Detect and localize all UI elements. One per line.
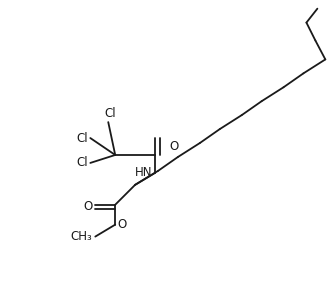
- Text: HN: HN: [135, 166, 152, 179]
- Text: Cl: Cl: [77, 132, 88, 145]
- Text: O: O: [83, 200, 92, 213]
- Text: O: O: [117, 218, 126, 231]
- Text: Cl: Cl: [77, 156, 88, 169]
- Text: O: O: [169, 140, 178, 153]
- Text: Cl: Cl: [105, 107, 116, 120]
- Text: CH₃: CH₃: [71, 230, 92, 243]
